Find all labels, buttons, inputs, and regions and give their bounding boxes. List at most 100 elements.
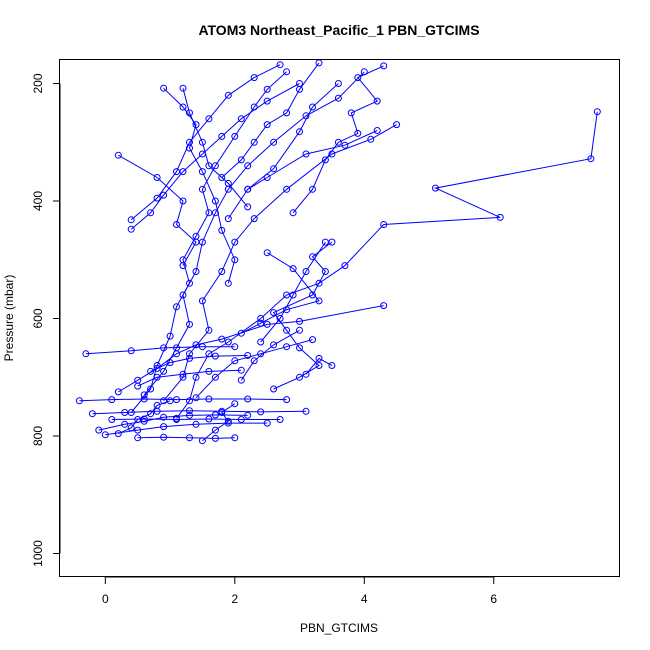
data-point xyxy=(127,409,135,416)
data-point xyxy=(257,408,265,416)
data-point xyxy=(289,265,297,273)
data-point xyxy=(231,238,239,246)
data-point xyxy=(315,362,323,369)
data-point xyxy=(302,268,310,275)
data-point xyxy=(237,156,245,164)
data-point xyxy=(283,68,291,76)
data-point xyxy=(192,268,200,275)
profile-line xyxy=(163,87,236,284)
profile-line xyxy=(92,410,307,415)
profile-line xyxy=(130,83,300,230)
profile-line xyxy=(163,124,397,402)
profile-line xyxy=(143,71,365,396)
data-point xyxy=(309,185,316,193)
data-point xyxy=(296,373,303,381)
data-point xyxy=(198,297,206,305)
data-point xyxy=(237,416,245,423)
data-point xyxy=(198,185,206,193)
data-point xyxy=(114,388,122,396)
data-point xyxy=(192,420,200,428)
data-point xyxy=(211,411,219,419)
data-point xyxy=(140,391,148,399)
data-point xyxy=(276,61,284,69)
data-point xyxy=(192,394,200,402)
data-point xyxy=(244,162,252,170)
data-point xyxy=(205,209,213,217)
data-point xyxy=(224,179,232,187)
chart-title: ATOM3 Northeast_Pacific_1 PBN_GTCIMS xyxy=(198,22,479,38)
data-point xyxy=(160,423,168,431)
profile-line xyxy=(202,403,236,442)
data-point xyxy=(82,350,90,358)
profile-line xyxy=(272,241,333,390)
data-point xyxy=(160,413,168,421)
data-point xyxy=(321,238,329,246)
data-point xyxy=(250,138,258,146)
data-point xyxy=(147,410,155,418)
data-point xyxy=(263,249,271,257)
data-point xyxy=(347,109,355,117)
data-point xyxy=(231,357,239,365)
data-point xyxy=(160,367,168,375)
data-point xyxy=(218,174,226,181)
data-point xyxy=(205,367,213,375)
data-point xyxy=(380,302,388,310)
data-point xyxy=(296,85,303,93)
data-point xyxy=(186,397,193,405)
data-point xyxy=(334,94,342,102)
data-point xyxy=(192,341,200,349)
data-point xyxy=(75,397,83,405)
profile-line xyxy=(137,369,242,387)
data-point xyxy=(205,115,213,123)
data-point xyxy=(231,343,239,351)
profile-line xyxy=(111,418,281,421)
data-point xyxy=(341,141,349,149)
data-point xyxy=(270,309,278,317)
data-point xyxy=(224,419,232,427)
data-point xyxy=(160,397,168,405)
data-point xyxy=(179,197,187,205)
data-point xyxy=(147,209,155,217)
data-point xyxy=(108,416,116,423)
data-point xyxy=(283,326,291,334)
data-point xyxy=(160,191,168,199)
data-point xyxy=(393,121,401,129)
data-point xyxy=(147,367,155,375)
data-point xyxy=(198,138,206,146)
profile-line xyxy=(150,355,248,372)
data-point xyxy=(218,268,226,275)
data-point xyxy=(270,165,278,173)
data-point xyxy=(244,411,252,419)
data-point xyxy=(380,62,388,70)
data-point xyxy=(289,209,297,217)
data-point xyxy=(231,434,239,442)
data-point xyxy=(211,373,219,381)
data-point xyxy=(250,357,258,365)
plot-area xyxy=(75,59,601,445)
data-point xyxy=(160,84,168,92)
data-point xyxy=(328,362,336,369)
data-point xyxy=(192,373,200,381)
data-point xyxy=(289,291,297,299)
data-point xyxy=(173,303,180,311)
data-point xyxy=(186,411,193,419)
data-point xyxy=(296,326,303,334)
data-point xyxy=(250,215,258,223)
data-point xyxy=(276,315,284,322)
data-point xyxy=(101,431,109,439)
data-point xyxy=(198,437,206,445)
data-point xyxy=(205,395,213,403)
data-point xyxy=(95,426,103,434)
profile-line xyxy=(260,241,326,343)
data-point xyxy=(224,91,232,99)
data-point xyxy=(321,156,329,164)
profile-line xyxy=(118,400,171,435)
profile-line xyxy=(79,398,287,402)
data-point xyxy=(186,434,193,442)
data-point xyxy=(134,426,142,434)
y-tick-label: 400 xyxy=(31,191,45,211)
data-point xyxy=(237,366,245,374)
data-point xyxy=(296,128,303,136)
data-point xyxy=(315,297,323,305)
data-point xyxy=(276,416,284,423)
